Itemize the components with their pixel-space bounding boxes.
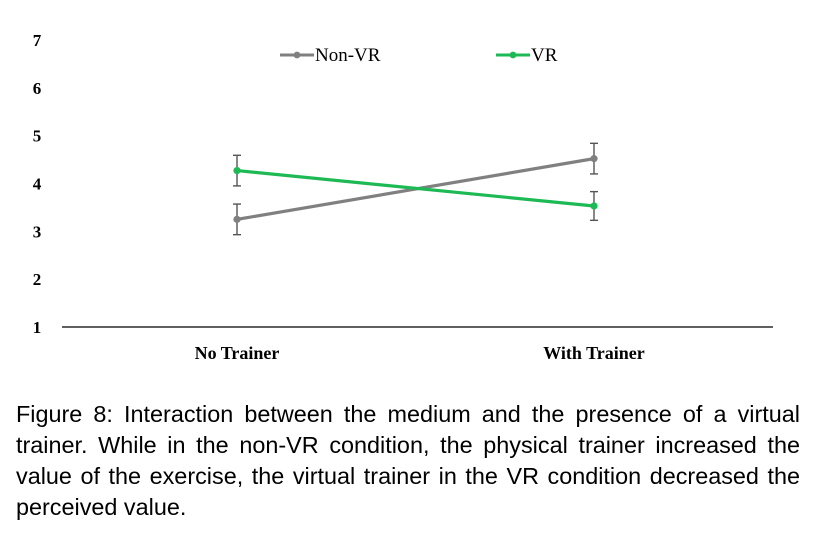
y-tick-label: 1: [33, 318, 42, 337]
legend-swatch-marker: [509, 51, 517, 59]
data-point: [233, 215, 241, 223]
data-point: [233, 166, 241, 175]
y-tick-label: 5: [33, 127, 42, 146]
series-vr: [233, 154, 598, 222]
y-tick-label: 2: [33, 270, 42, 289]
y-tick-label: 3: [33, 222, 42, 241]
legend-item: VR: [496, 45, 558, 66]
data-point: [590, 202, 598, 210]
legend-item: Non-VR: [280, 45, 381, 66]
legend-swatch-marker: [293, 51, 301, 59]
y-tick-label: 4: [33, 175, 42, 194]
data-point: [590, 155, 598, 163]
x-category-label: With Trainer: [543, 343, 645, 363]
legend-label: VR: [531, 45, 558, 66]
x-category-label: No Trainer: [195, 343, 280, 363]
figure-caption: Figure 8: Interaction between the medium…: [16, 401, 800, 520]
legend-label: Non-VR: [315, 45, 381, 66]
series-line: [236, 168, 595, 208]
interaction-line-chart: 1 2 3 4 5 6 7 No Trainer With Trainer Non-VR VR: [33, 31, 773, 363]
y-tick-label: 6: [33, 79, 42, 98]
y-tick-label: 7: [33, 31, 42, 50]
